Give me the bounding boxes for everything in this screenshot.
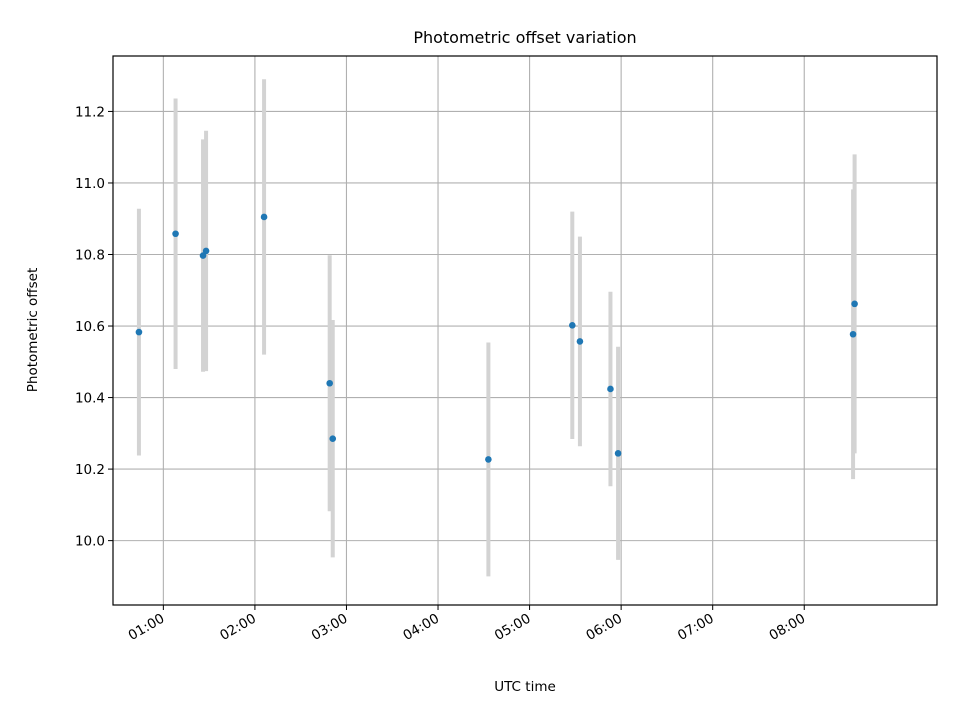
y-tick-label: 11.2 (75, 104, 105, 120)
data-point (576, 338, 584, 345)
data-point (202, 247, 210, 255)
data-point (329, 435, 337, 442)
y-axis-label: Photometric offset (25, 268, 41, 392)
grid (113, 56, 937, 605)
data-point (199, 252, 207, 259)
data-point (607, 385, 614, 393)
y-tick-label: 10.4 (75, 391, 105, 407)
data-point (260, 213, 268, 221)
y-tick-label: 11.0 (75, 176, 105, 192)
data-point (172, 230, 179, 238)
data-point (614, 450, 622, 457)
data-point (849, 330, 857, 338)
data-point (135, 328, 143, 336)
chart-title: Photometric offset variation (413, 28, 636, 47)
y-tick-label: 10.2 (75, 462, 105, 478)
data-points (135, 213, 858, 463)
data-point (485, 456, 492, 463)
data-point (569, 322, 576, 329)
y-tick-label: 10.8 (75, 247, 105, 263)
y-tick-label: 10.6 (75, 319, 105, 335)
data-point (851, 300, 858, 308)
x-axis-label: UTC time (494, 679, 556, 695)
y-tick-label: 10.0 (75, 534, 105, 550)
plot-frame (112, 55, 938, 606)
y-axis-ticks: 10.0 10.2 10.4 10.6 10.8 11.0 11.2 (75, 104, 113, 550)
data-point (326, 379, 333, 387)
